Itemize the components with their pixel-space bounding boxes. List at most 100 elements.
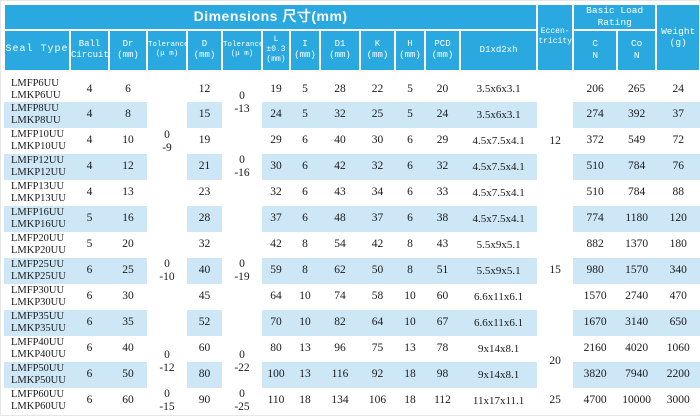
cell-tol-d: 0 -22 xyxy=(222,335,262,388)
cell-dr: 6 xyxy=(109,73,147,102)
cell-d1: 54 xyxy=(320,231,360,258)
cell-ball-circuit: 5 xyxy=(70,205,109,232)
cell-eccentricity: 20 xyxy=(537,335,574,388)
cell-l: 19 xyxy=(262,73,290,102)
cell-co: 549 xyxy=(617,127,657,154)
cell-co: 784 xyxy=(617,179,657,206)
table-row: LMFP25UU LMKP25UU 6 25 40 59 8 62 50 8 51 5.5x9x5.… xyxy=(4,257,700,284)
cell-k: 92 xyxy=(360,361,395,388)
col-header-l: L ±0.3 (mm) xyxy=(261,28,291,78)
col-header-eccentricity: Eccen- tricity xyxy=(536,3,575,78)
cell-tol-dr: 0 -10 xyxy=(147,205,187,336)
cell-h: 6 xyxy=(395,179,425,206)
cell-c: 510 xyxy=(573,153,618,180)
cell-seal-type: LMFP12UU LMKP12UU xyxy=(4,153,70,180)
cell-ball-circuit: 4 xyxy=(70,101,109,128)
cell-weight: 470 xyxy=(656,283,700,310)
cell-weight: 76 xyxy=(656,153,700,180)
cell-k: 75 xyxy=(360,335,395,362)
cell-dr: 12 xyxy=(109,153,147,180)
cell-d1: 28 xyxy=(320,73,360,102)
cell-k: 34 xyxy=(360,179,395,206)
cell-i: 13 xyxy=(290,335,320,362)
table-row: LMFP12UU LMKP12UU 4 12 21 30 6 42 32 6 32 4.5x7.5x… xyxy=(4,153,700,180)
cell-dr: 16 xyxy=(109,205,147,232)
cell-d: 40 xyxy=(187,257,222,284)
cell-co: 1370 xyxy=(617,231,657,258)
cell-c: 4700 xyxy=(573,387,618,415)
cell-seal-type: LMFP35UU LMKP35UU xyxy=(4,309,70,336)
cell-d: 19 xyxy=(187,127,222,154)
cell-l: 24 xyxy=(262,101,290,128)
col-header-c: C N xyxy=(572,28,619,78)
basic-load-rating-header: Basic Load Rating xyxy=(572,3,658,31)
cell-c: 1670 xyxy=(573,309,618,336)
cell-pcd: 51 xyxy=(425,257,460,284)
cell-h: 10 xyxy=(395,309,425,336)
cell-l: 70 xyxy=(262,309,290,336)
cell-tol-d: 0 -25 xyxy=(222,387,262,415)
cell-ball-circuit: 4 xyxy=(70,179,109,206)
cell-d1xd2xh: 4.5x7.5x4.1 xyxy=(460,153,538,180)
col-header-dr: Dr (mm) xyxy=(108,28,148,78)
cell-pcd: 24 xyxy=(425,101,460,128)
cell-d1xd2xh: 3.5x6x3.1 xyxy=(460,73,538,102)
cell-dr: 20 xyxy=(109,231,147,258)
cell-d: 28 xyxy=(187,205,222,232)
cell-pcd: 32 xyxy=(425,153,460,180)
cell-dr: 60 xyxy=(109,387,147,415)
cell-eccentricity: 25 xyxy=(537,387,574,415)
cell-d1: 74 xyxy=(320,283,360,310)
cell-dr: 35 xyxy=(109,309,147,336)
cell-ball-circuit: 6 xyxy=(70,309,109,336)
cell-k: 64 xyxy=(360,309,395,336)
cell-d: 12 xyxy=(187,73,222,102)
cell-d1xd2xh: 3.5x6x3.1 xyxy=(460,101,538,128)
cell-tol-d: 0 -19 xyxy=(222,205,262,336)
cell-k: 32 xyxy=(360,153,395,180)
cell-dr: 8 xyxy=(109,101,147,128)
cell-l: 29 xyxy=(262,127,290,154)
cell-d1: 32 xyxy=(320,101,360,128)
cell-co: 3140 xyxy=(617,309,657,336)
cell-weight: 180 xyxy=(656,231,700,258)
cell-seal-type: LMFP60UU LMKP60UU xyxy=(4,387,70,415)
cell-h: 8 xyxy=(395,231,425,258)
cell-pcd: 38 xyxy=(425,205,460,232)
cell-seal-type: LMFP8UU LMKP8UU xyxy=(4,101,70,128)
cell-co: 7940 xyxy=(617,361,657,388)
cell-l: 32 xyxy=(262,179,290,206)
cell-d1xd2xh: 4.5x7.5x4.1 xyxy=(460,205,538,232)
cell-k: 58 xyxy=(360,283,395,310)
cell-d1: 134 xyxy=(320,387,360,415)
col-header-d1: D1 (mm) xyxy=(319,28,361,78)
cell-weight: 120 xyxy=(656,205,700,232)
cell-d1: 40 xyxy=(320,127,360,154)
cell-i: 6 xyxy=(290,127,320,154)
cell-l: 100 xyxy=(262,361,290,388)
cell-seal-type: LMFP16UU LMKP16UU xyxy=(4,205,70,232)
cell-k: 42 xyxy=(360,231,395,258)
cell-d1: 48 xyxy=(320,205,360,232)
cell-c: 372 xyxy=(573,127,618,154)
cell-h: 6 xyxy=(395,205,425,232)
cell-dr: 40 xyxy=(109,335,147,362)
cell-d: 15 xyxy=(187,101,222,128)
cell-l: 110 xyxy=(262,387,290,415)
col-header-ball-circuit: Ball Circuit xyxy=(69,28,110,78)
cell-k: 37 xyxy=(360,205,395,232)
cell-d: 23 xyxy=(187,179,222,206)
cell-dr: 30 xyxy=(109,283,147,310)
table-row: LMFP10UU LMKP10UU 4 10 19 0 -16 29 6 40 30 6 29 4.5… xyxy=(4,127,700,206)
cell-d1xd2xh: 11x17x11.1 xyxy=(460,387,538,415)
cell-i: 5 xyxy=(290,101,320,128)
cell-h: 10 xyxy=(395,283,425,310)
cell-i: 5 xyxy=(290,73,320,102)
cell-d1xd2xh: 4.5x7.5x4.1 xyxy=(460,179,538,206)
table-row: LMFP6UU LMKP6UU 4 6 0 -9 12 0 -13 19 5 28 22 5 20 3.… xyxy=(4,73,700,206)
cell-weight: 24 xyxy=(656,73,700,102)
cell-c: 510 xyxy=(573,179,618,206)
cell-h: 13 xyxy=(395,335,425,362)
cell-ball-circuit: 6 xyxy=(70,257,109,284)
cell-d1xd2xh: 6.6x11x6.1 xyxy=(460,309,538,336)
